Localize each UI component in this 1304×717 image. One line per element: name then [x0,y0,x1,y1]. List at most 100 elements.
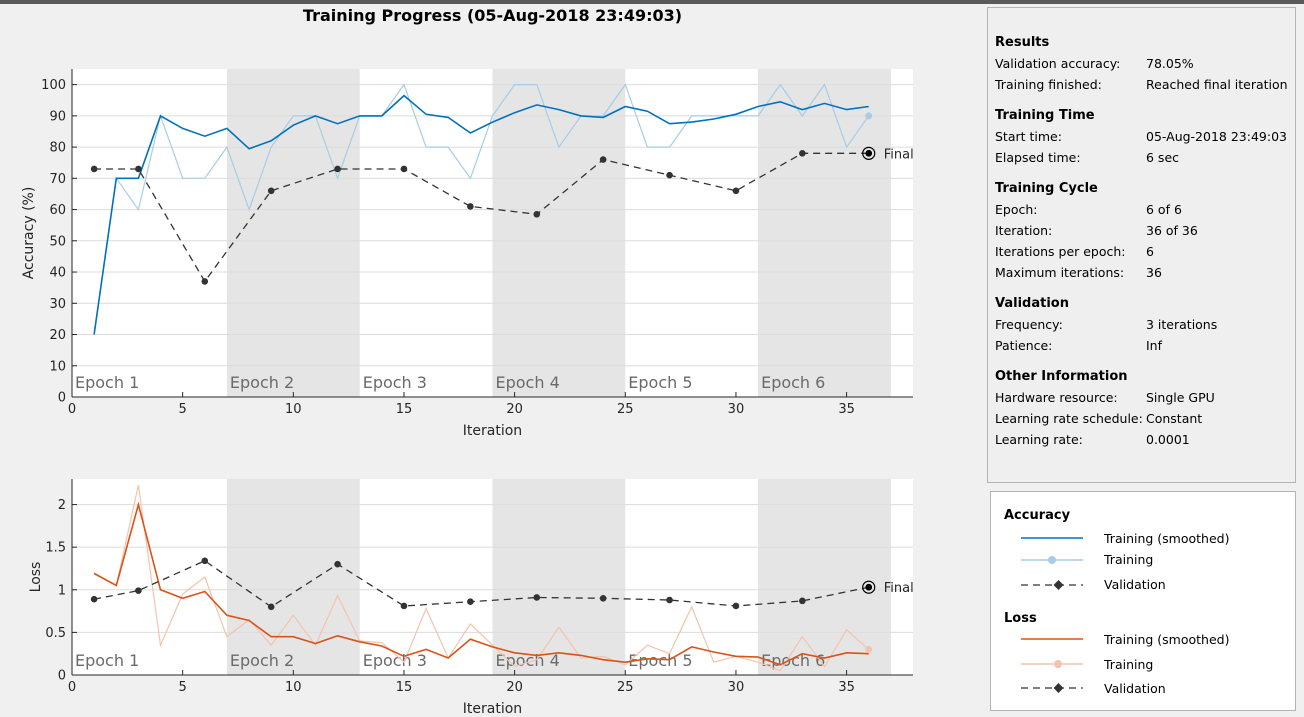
loss-y-tick-label: 0.5 [45,626,66,641]
accuracy-y-tick-label: 50 [49,234,66,249]
accuracy-epoch-label: Epoch 1 [75,373,139,392]
accuracy-validation-point [732,187,740,195]
iterations-per-epoch-value: 6 [1146,244,1154,259]
legend-accuracy-heading: Accuracy [1004,508,1071,523]
accuracy-validation-point [135,165,142,173]
info-key: Start time: [995,129,1062,144]
legend-loss-heading: Loss [1004,611,1037,626]
loss-validation-point [732,602,740,610]
accuracy-validation-point [799,150,806,157]
accuracy-y-tick-label: 70 [49,172,66,187]
loss-x-tick-label: 20 [506,680,523,695]
legend-label: Validation [1104,681,1166,696]
loss-validation-point [666,596,673,604]
loss-validation-point [135,587,142,594]
accuracy-y-tick-label: 100 [41,78,66,93]
info-key: Iteration: [995,223,1053,238]
loss-validation-point [334,560,341,568]
learning-rate-value: 0.0001 [1146,432,1190,447]
info-key: Learning rate: [995,432,1083,447]
loss-x-tick-label: 10 [285,680,302,695]
accuracy-training-smoothed-line [93,94,869,335]
accuracy-y-tick-label: 20 [49,328,66,343]
legend-label: Training [1104,657,1154,672]
patience-value: Inf [1146,338,1163,353]
loss-x-axis-label: Iteration [463,701,522,717]
other-information-heading: Other Information [995,369,1128,384]
loss-y-tick-label: 0 [58,669,66,684]
loss-training-raw-line [93,484,870,672]
accuracy-final-label: Final [884,147,914,162]
accuracy-final-marker [862,146,876,160]
accuracy-training-raw-line [93,83,870,335]
info-key: Epoch: [995,202,1038,217]
window-top-bar [0,0,1304,4]
accuracy-y-tick-label: 80 [49,141,66,156]
accuracy-validation-point [599,156,607,163]
legend-swatch-loss-raw-marker [1054,660,1062,668]
accuracy-x-tick-label: 25 [617,402,634,417]
training-time-heading: Training Time [995,108,1095,123]
accuracy-epoch-band [492,69,626,397]
elapsed-time-value: 6 sec [1146,150,1180,165]
learning-rate-schedule-value: Constant [1146,411,1203,426]
loss-y-tick-label: 2 [58,498,66,513]
loss-epoch-label: Epoch 4 [496,651,560,670]
results-heading: Results [995,35,1050,50]
training-cycle-heading: Training Cycle [995,181,1098,196]
accuracy-final-marker-dot [865,150,873,157]
accuracy-epoch-band [226,69,360,397]
legend-label: Training [1104,552,1154,567]
accuracy-x-tick-label: 10 [285,402,302,417]
info-key: Validation accuracy: [995,56,1121,71]
loss-validation-point [400,602,408,610]
info-key: Patience: [995,338,1053,353]
info-key: Elapsed time: [995,150,1081,165]
loss-validation-point [267,603,275,611]
accuracy-epoch-label: Epoch 5 [628,373,692,392]
info-key: Learning rate schedule: [995,411,1143,426]
frequency-value: 3 iterations [1146,317,1218,332]
legend-swatch-acc-raw-marker [1048,556,1056,564]
loss-x-tick-label: 30 [728,680,745,695]
accuracy-epoch-label: Epoch 4 [496,373,560,392]
accuracy-y-axis-label: Accuracy (%) [21,187,37,280]
info-key: Frequency: [995,317,1063,332]
loss-final-marker-dot [865,583,873,591]
maximum-iterations-value: 36 [1146,265,1162,280]
legend-swatches [1021,537,1083,693]
info-key: Maximum iterations: [995,265,1125,280]
accuracy-validation-point [400,165,408,173]
loss-final-marker [862,580,876,594]
loss-y-axis-label: Loss [28,562,44,593]
loss-x-tick-label: 0 [68,680,76,695]
page-title: Training Progress (05-Aug-2018 23:49:03) [302,6,683,25]
loss-epoch-band [492,479,626,675]
loss-x-tick-label: 35 [838,680,855,695]
accuracy-epoch-label: Epoch 2 [230,373,294,392]
loss-epoch-label: Epoch 3 [363,651,427,670]
accuracy-epoch-band [758,69,891,397]
loss-epoch-band [758,479,891,675]
accuracy-x-tick-label: 15 [396,402,413,417]
loss-validation-point [599,595,607,602]
accuracy-x-tick-label: 5 [179,402,187,417]
accuracy-validation-point [467,203,474,210]
info-panel: Results Validation accuracy: 78.05% Trai… [987,7,1296,483]
accuracy-y-tick-label: 60 [49,203,66,218]
loss-y-tick-label: 1 [58,583,66,598]
loss-final-label: Final [884,581,914,596]
validation-accuracy-value: 78.05% [1146,56,1194,71]
loss-epoch-label: Epoch 1 [75,651,139,670]
legend-swatch-acc-validation-marker [1053,580,1064,590]
accuracy-y-tick-label: 90 [49,109,66,124]
epoch-value: 6 of 6 [1146,202,1182,217]
accuracy-validation-point [201,278,209,285]
loss-y-tick-label: 1.5 [45,541,66,556]
legend-swatch-loss-validation-marker [1053,683,1064,693]
accuracy-epoch-label: Epoch 6 [761,373,825,392]
loss-x-tick-label: 5 [179,680,187,695]
training-finished-value: Reached final iteration [1146,77,1288,92]
accuracy-validation-point [90,165,98,173]
loss-validation-point [533,594,541,601]
